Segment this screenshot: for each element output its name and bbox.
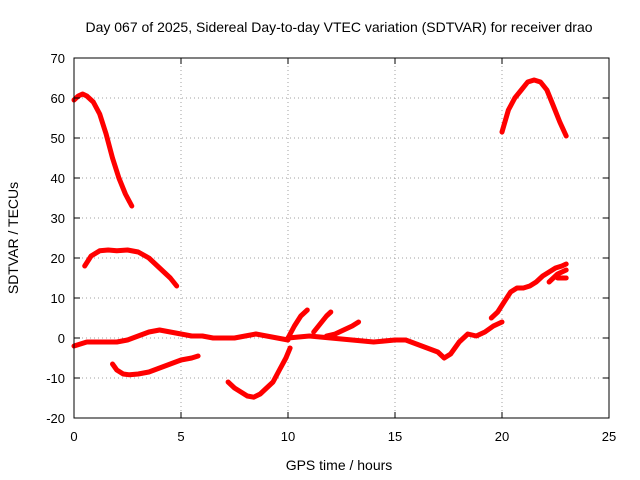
chart-title: Day 067 of 2025, Sidereal Day-to-day VTE… xyxy=(85,19,592,35)
y-tick-label: -10 xyxy=(46,371,65,386)
series-arc-1 xyxy=(71,91,135,209)
x-axis-label: GPS time / hours xyxy=(286,457,393,473)
x-tick-label: 15 xyxy=(388,429,402,444)
series-arc-5 xyxy=(225,345,293,400)
series-arc-4 xyxy=(110,353,201,378)
plot-frame xyxy=(73,57,610,419)
x-tick-label: 5 xyxy=(177,429,184,444)
series-arc-13 xyxy=(499,77,569,139)
axis-ticks: 0 5 10 15 20 25 -20 -10 0 10 20 30 40 50 60 70 xyxy=(46,51,616,444)
y-tick-label: -20 xyxy=(46,411,65,426)
y-axis-label: SDTVAR / TECUs xyxy=(5,182,21,294)
series-arc-8 xyxy=(324,319,362,339)
plot-area xyxy=(71,77,569,400)
y-tick-label: 70 xyxy=(51,51,65,66)
series-arc-11 xyxy=(546,267,569,285)
y-tick-label: 20 xyxy=(51,251,65,266)
series-arc-2 xyxy=(82,247,180,289)
y-tick-label: 60 xyxy=(51,91,65,106)
y-tick-label: 50 xyxy=(51,131,65,146)
y-tick-label: 40 xyxy=(51,171,65,186)
series-arc-9 xyxy=(285,319,505,361)
x-tick-label: 0 xyxy=(70,429,77,444)
y-tick-label: 30 xyxy=(51,211,65,226)
x-tick-label: 10 xyxy=(281,429,295,444)
series-arc-10 xyxy=(488,261,569,321)
grid xyxy=(74,58,609,418)
y-tick-label: 0 xyxy=(58,331,65,346)
x-tick-label: 25 xyxy=(602,429,616,444)
series-arc-3 xyxy=(71,327,291,349)
series-arc-6 xyxy=(285,307,310,341)
series-arc-7 xyxy=(311,309,334,335)
y-tick-label: 10 xyxy=(51,291,65,306)
x-tick-label: 20 xyxy=(495,429,509,444)
